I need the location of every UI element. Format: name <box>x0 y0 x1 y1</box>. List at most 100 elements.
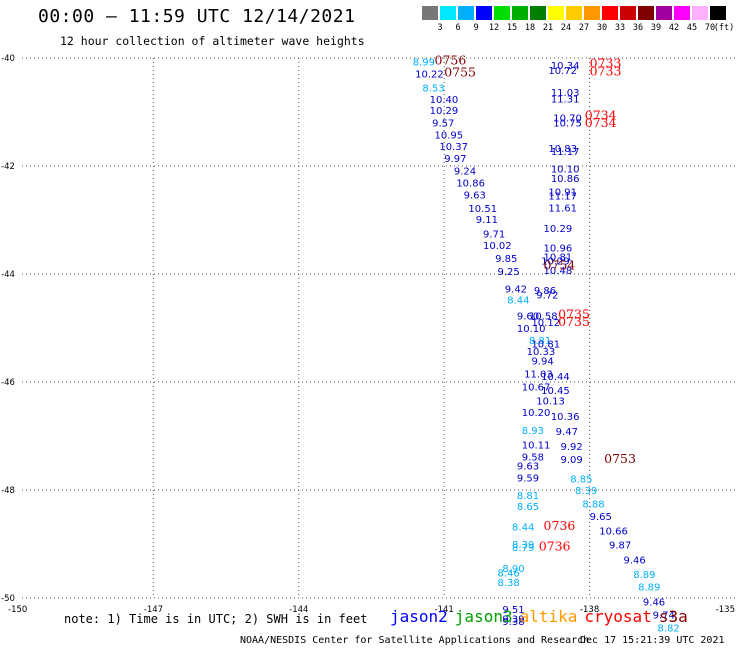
longitude-tick-label: -138 <box>580 605 599 615</box>
wave-height-label: 10.45 <box>541 386 570 397</box>
wave-height-label: 10.10 <box>517 324 546 335</box>
map-title: 00:00 – 11:59 UTC 12/14/2021 <box>38 6 356 27</box>
colorbar-tick-label: 12 <box>488 23 500 33</box>
longitude-tick-label: -141 <box>435 605 454 615</box>
colorbar-swatch <box>566 6 582 20</box>
wave-height-label: 8.89 <box>633 570 655 581</box>
wave-height-label: 10.67 <box>522 383 551 394</box>
wave-height-label: 9.60 <box>517 311 539 322</box>
wave-height-label: 10.12 <box>531 318 560 329</box>
pass-time-label: 0754 <box>544 258 576 273</box>
colorbar-swatch <box>620 6 636 20</box>
wave-height-label: 9.85 <box>495 254 517 265</box>
colorbar-tick-label: 33 <box>614 23 626 33</box>
colorbar-swatch <box>512 6 528 20</box>
wave-height-label: 9.24 <box>454 167 476 178</box>
pass-time-label: 0736 <box>544 518 576 533</box>
wave-height-label: 10.83 <box>548 144 577 155</box>
wave-height-label: 9.11 <box>476 215 498 226</box>
wave-height-label: 9.47 <box>556 427 578 438</box>
wave-height-label: 11.31 <box>551 94 580 105</box>
wave-height-label: 8.38 <box>498 578 520 589</box>
latitude-tick-label: -44 <box>1 270 15 280</box>
latitude-tick-label: -40 <box>1 54 15 64</box>
wave-height-label: 9.57 <box>432 119 454 130</box>
wave-height-label: 10.33 <box>527 347 556 358</box>
satellite-legend-item: jason2 <box>390 607 448 626</box>
wave-height-label: 9.25 <box>498 267 520 278</box>
colorbar-tick-label: 9 <box>473 23 479 33</box>
pass-time-label: 0734 <box>585 108 617 123</box>
wave-height-label: 10.86 <box>456 179 485 190</box>
wave-height-label: 9.63 <box>517 461 539 472</box>
map-subtitle: 12 hour collection of altimeter wave hei… <box>60 34 365 48</box>
wave-height-label: 10.13 <box>536 397 565 408</box>
wave-height-label: 8.93 <box>522 426 544 437</box>
wave-height-label: 11.17 <box>548 191 577 202</box>
latitude-tick-label: -46 <box>1 378 15 388</box>
wave-height-label: 9.42 <box>505 284 527 295</box>
colorbar-swatch <box>422 6 438 20</box>
wave-height-label: 9.46 <box>624 555 646 566</box>
longitude-tick-label: -150 <box>8 605 27 615</box>
generated-timestamp: Dec 17 15:21:39 UTC 2021 <box>580 635 725 646</box>
wave-height-label: 10.11 <box>522 440 551 451</box>
latitude-tick-label: -42 <box>1 162 15 172</box>
wave-height-label: 9.71 <box>483 229 505 240</box>
colorbar-swatch <box>674 6 690 20</box>
colorbar-swatch <box>602 6 618 20</box>
wave-height-label: 9.97 <box>444 154 466 165</box>
longitude-tick-label: -147 <box>144 605 163 615</box>
wave-height-label: 8.99 <box>413 58 435 69</box>
pass-time-label: 0734 <box>585 115 617 130</box>
colorbar-tick-label: 42 <box>668 23 680 33</box>
wave-height-label: 10.40 <box>430 95 459 106</box>
wave-height-label: 8.88 <box>582 499 604 510</box>
wave-height-label: 9.87 <box>609 540 631 551</box>
colorbar-swatch <box>548 6 564 20</box>
wave-height-label: 9.92 <box>561 442 583 453</box>
colorbar-swatch <box>584 6 600 20</box>
wave-height-label: 8.39 <box>512 540 534 551</box>
wave-height-label: 8.46 <box>498 568 520 579</box>
wave-height-label: 11.17 <box>551 147 580 158</box>
wave-height-label: 9.39 <box>502 614 524 625</box>
wave-height-label: 8.81 <box>529 336 551 347</box>
colorbar-swatch <box>530 6 546 20</box>
wave-height-label: 9.65 <box>590 512 612 523</box>
wave-height-label: 10.29 <box>544 224 573 235</box>
wave-height-label: 11.03 <box>551 88 580 99</box>
colorbar-swatch <box>458 6 474 20</box>
colorbar-tick-label: 30 <box>596 23 608 33</box>
wave-height-label: 10.95 <box>435 130 464 141</box>
wave-height-label: 10.48 <box>544 266 573 277</box>
latitude-tick-label: -48 <box>1 486 15 496</box>
wave-height-label: 8.79 <box>512 543 534 554</box>
wave-height-label: 10.02 <box>483 241 512 252</box>
wave-height-label: 8.44 <box>512 523 534 534</box>
wave-height-label: 10.70 <box>553 114 582 125</box>
colorbar-tick-label: 18 <box>524 23 536 33</box>
colorbar-swatch <box>638 6 654 20</box>
credit-line: NOAA/NESDIS Center for Satellite Applica… <box>240 635 590 646</box>
wave-height-label: 11.61 <box>548 203 577 214</box>
wave-height-label: 9.51 <box>502 605 524 616</box>
colorbar-tick-label: 6 <box>455 23 461 33</box>
wave-height-label: 9.74 <box>653 611 675 622</box>
wave-height-label: 10.29 <box>541 256 570 267</box>
wave-height-label: 10.44 <box>541 372 570 383</box>
colorbar-unit-label: (ft) <box>713 23 735 33</box>
pass-time-label: 0733 <box>590 56 622 71</box>
wave-height-label: 8.89 <box>638 582 660 593</box>
wave-height-label: 10.22 <box>415 69 444 80</box>
satellite-legend: jason2 jason3 altika cryosat s3a <box>390 607 695 626</box>
wave-height-label: 9.58 <box>522 452 544 463</box>
colorbar-tick-label: 24 <box>560 23 572 33</box>
pass-time-label: 0756 <box>435 52 467 67</box>
wave-height-label: 8.53 <box>422 83 444 94</box>
latitude-tick-label: -50 <box>1 594 15 604</box>
wave-height-label: 10.34 <box>551 61 580 72</box>
colorbar-tick-label: 15 <box>506 23 518 33</box>
